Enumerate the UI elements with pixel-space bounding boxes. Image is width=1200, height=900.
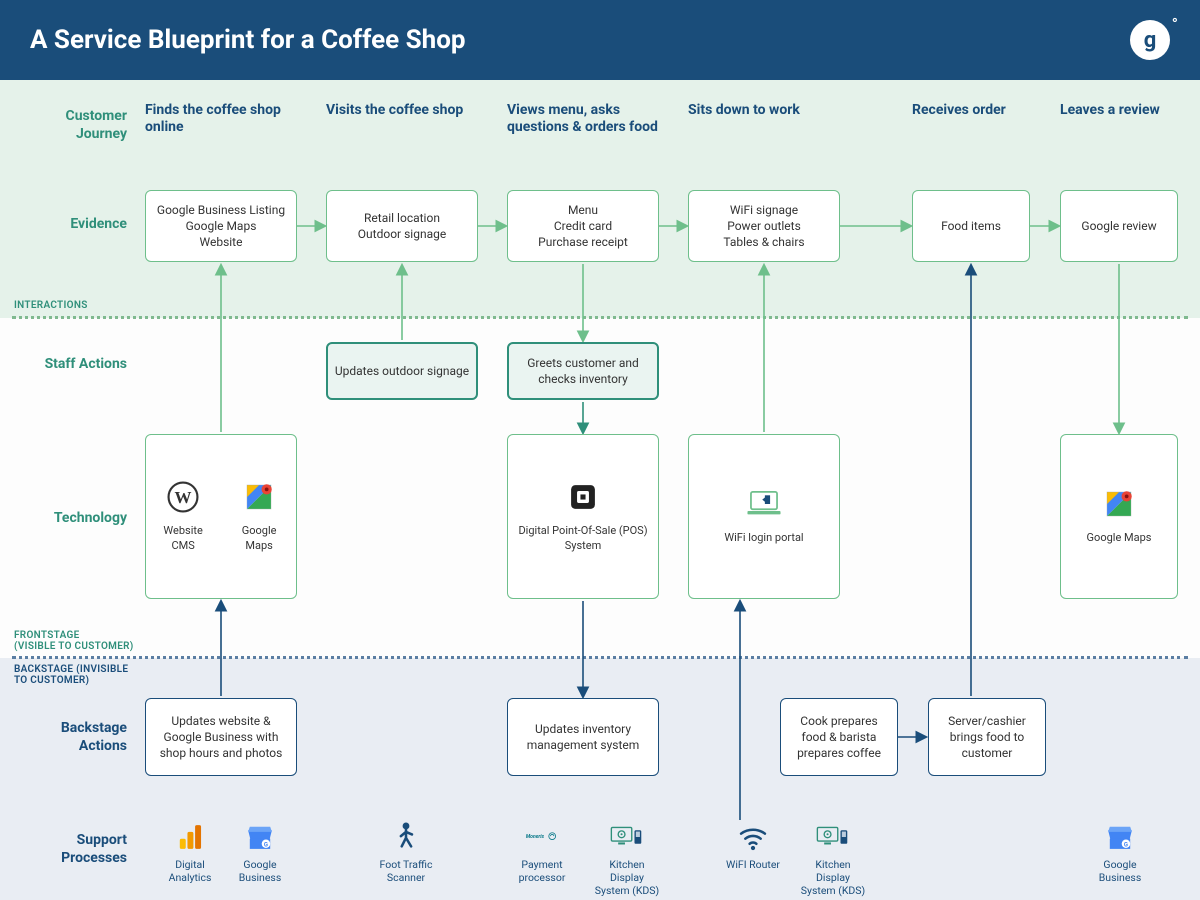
evidence-box: Retail location Outdoor signage bbox=[326, 190, 478, 262]
moneris-icon: Moneris bbox=[525, 820, 559, 854]
support-label: Google Business bbox=[1085, 858, 1155, 884]
walker-icon bbox=[389, 820, 423, 854]
brand-logo-icon: g bbox=[1130, 20, 1170, 60]
evidence-box: Menu Credit card Purchase receipt bbox=[507, 190, 659, 262]
wifi-icon bbox=[736, 820, 770, 854]
support-process-item: Moneris Payment processor bbox=[507, 820, 577, 884]
row-label-evidence: Evidence bbox=[12, 216, 127, 234]
stage-header: Receives order bbox=[912, 102, 1030, 119]
svg-text:Moneris: Moneris bbox=[526, 834, 545, 840]
support-label: WiFI Router bbox=[718, 858, 788, 871]
backstage-action-box: Cook prepares food & barista prepares co… bbox=[780, 698, 898, 776]
backstage-action-box: Updates inventory management system bbox=[507, 698, 659, 776]
stage-header: Sits down to work bbox=[688, 102, 840, 119]
technology-box: Digital Point-Of-Sale (POS) System bbox=[507, 434, 659, 599]
svg-text:W: W bbox=[175, 488, 192, 507]
evidence-box: Google review bbox=[1060, 190, 1178, 262]
row-label-backstage: Backstage Actions bbox=[12, 720, 127, 755]
gbusiness-icon: G bbox=[1103, 820, 1137, 854]
page-title: A Service Blueprint for a Coffee Shop bbox=[30, 25, 466, 55]
row-label-technology: Technology bbox=[12, 510, 127, 528]
blueprint-diagram: Customer Journey Evidence Staff Actions … bbox=[0, 80, 1200, 900]
backstage-action-box: Updates website & Google Business with s… bbox=[145, 698, 297, 776]
support-label: Digital Analytics bbox=[155, 858, 225, 884]
support-label: Foot Traffic Scanner bbox=[371, 858, 441, 884]
interactions-divider bbox=[12, 316, 1188, 319]
support-label: Payment processor bbox=[507, 858, 577, 884]
row-label-journey: Customer Journey bbox=[12, 108, 127, 143]
support-process-item: Digital Analytics bbox=[155, 820, 225, 884]
stage-header: Finds the coffee shop online bbox=[145, 102, 297, 136]
gmaps-icon bbox=[242, 480, 276, 518]
divider-label-frontstage: FRONTSTAGE (VISIBLE TO CUSTOMER) bbox=[14, 630, 134, 652]
gmaps-icon bbox=[1102, 487, 1136, 525]
support-process-item: G Google Business bbox=[225, 820, 295, 884]
kds-icon bbox=[610, 820, 644, 854]
tech-label: Google Maps bbox=[1087, 531, 1152, 546]
laptop-icon bbox=[744, 487, 784, 525]
tech-label: WiFi login portal bbox=[724, 531, 803, 546]
row-label-staff: Staff Actions bbox=[12, 356, 127, 374]
support-process-item: Kitchen Display System (KDS) bbox=[592, 820, 662, 897]
support-process-item: Foot Traffic Scanner bbox=[371, 820, 441, 884]
kds-icon bbox=[816, 820, 850, 854]
evidence-box: Food items bbox=[912, 190, 1030, 262]
technology-box: W Website CMS Google Maps bbox=[145, 434, 297, 599]
visibility-divider bbox=[12, 656, 1188, 659]
evidence-box: WiFi signage Power outlets Tables & chai… bbox=[688, 190, 840, 262]
technology-box: WiFi login portal bbox=[688, 434, 840, 599]
support-label: Google Business bbox=[225, 858, 295, 884]
svg-text:G: G bbox=[264, 841, 268, 848]
technology-box: Google Maps bbox=[1060, 434, 1178, 599]
support-process-item: G Google Business bbox=[1085, 820, 1155, 884]
tech-label: Digital Point-Of-Sale (POS) System bbox=[514, 524, 652, 554]
support-label: Kitchen Display System (KDS) bbox=[592, 858, 662, 897]
analytics-icon bbox=[173, 820, 207, 854]
backstage-action-box: Server/cashier brings food to customer bbox=[928, 698, 1046, 776]
staff-action-box: Greets customer and checks inventory bbox=[507, 342, 659, 400]
square-icon bbox=[566, 480, 600, 518]
stage-header: Visits the coffee shop bbox=[326, 102, 478, 119]
support-label: Kitchen Display System (KDS) bbox=[798, 858, 868, 897]
support-process-item: WiFI Router bbox=[718, 820, 788, 871]
staff-action-box: Updates outdoor signage bbox=[326, 342, 478, 400]
divider-label-backstage: BACKSTAGE (INVISIBLE TO CUSTOMER) bbox=[14, 664, 128, 686]
evidence-box: Google Business Listing Google Maps Webs… bbox=[145, 190, 297, 262]
row-label-support: Support Processes bbox=[12, 832, 127, 867]
support-process-item: Kitchen Display System (KDS) bbox=[798, 820, 868, 897]
tech-label: Website CMS bbox=[152, 524, 214, 554]
header: A Service Blueprint for a Coffee Shop g bbox=[0, 0, 1200, 80]
svg-text:G: G bbox=[1124, 841, 1128, 848]
divider-label-interactions: INTERACTIONS bbox=[14, 300, 88, 311]
tech-label: Google Maps bbox=[228, 524, 290, 554]
stage-header: Views menu, asks questions & orders food bbox=[507, 102, 659, 136]
wordpress-icon: W bbox=[166, 480, 200, 518]
stage-header: Leaves a review bbox=[1060, 102, 1178, 119]
gbusiness-icon: G bbox=[243, 820, 277, 854]
